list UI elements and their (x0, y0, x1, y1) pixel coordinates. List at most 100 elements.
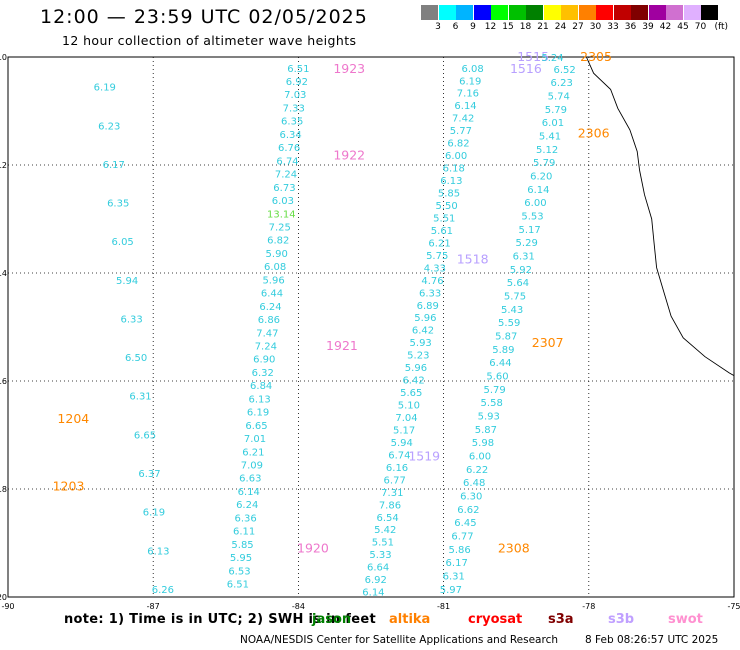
scale-label: 42 (659, 22, 672, 32)
wave-height-value: 6.19 (143, 508, 165, 519)
pass-number-label: 1203 (53, 478, 85, 493)
wave-height-value: 6.36 (235, 513, 257, 524)
scale-swatch (456, 5, 473, 20)
wave-height-value: 7.03 (284, 90, 306, 101)
pass-number-label: 1923 (333, 61, 365, 76)
wave-height-value: 5.94 (391, 438, 413, 449)
scale-swatch (701, 5, 718, 20)
wave-height-value: 5.95 (230, 553, 252, 564)
pass-number-label: 2306 (578, 126, 610, 141)
scale-swatch (526, 5, 543, 20)
scale-label: 21 (537, 22, 549, 32)
wave-height-value: 6.16 (386, 463, 408, 474)
wave-height-value: 7.24 (255, 341, 277, 352)
wave-height-value: 5.64 (507, 278, 529, 289)
wave-height-value: 5.94 (116, 276, 138, 287)
wave-height-value: 5.33 (369, 550, 391, 561)
wave-height-value: 6.19 (459, 76, 481, 87)
wave-height-value: 5.75 (504, 292, 526, 303)
wave-height-value: 6.92 (286, 77, 308, 88)
wave-height-value: 5.51 (433, 213, 455, 224)
wave-height-value: 6.44 (261, 289, 283, 300)
scale-label: 12 (484, 22, 497, 32)
wave-height-value: 7.04 (395, 413, 417, 424)
pass-number-label: 1921 (326, 338, 358, 353)
satellite-legend-s3b: s3b (608, 612, 635, 627)
wave-height-value: 6.24 (259, 302, 281, 313)
wave-height-value: 6.65 (134, 430, 156, 441)
wave-height-value: 5.96 (262, 275, 284, 286)
wave-height-value: 6.03 (272, 196, 294, 207)
wave-height-value: 5.43 (501, 305, 523, 316)
wave-height-value: 6.19 (247, 408, 269, 419)
wave-height-value: 5.93 (410, 338, 432, 349)
wave-height-value: 5.93 (478, 412, 500, 423)
lat-tick-label: 20 (0, 593, 7, 602)
scale-swatch (631, 5, 648, 20)
wave-height-value: 5.79 (533, 158, 555, 169)
wave-height-value: 6.44 (489, 358, 511, 369)
scale-label: 39 (642, 22, 654, 32)
satellite-legend-cryosat: cryosat (468, 612, 523, 627)
wave-height-value: 5.23 (407, 351, 429, 362)
wave-height-value: 6.63 (239, 474, 261, 485)
wave-height-value: 5.41 (539, 132, 561, 143)
wave-height-value: 5.24 (541, 53, 563, 64)
wave-height-value: 6.32 (252, 368, 274, 379)
wave-height-value: 7.09 (241, 460, 263, 471)
wave-height-value: 6.00 (524, 198, 546, 209)
wave-height-value: 6.18 (443, 164, 465, 175)
scale-swatch (578, 5, 596, 20)
wave-height-value: 6.52 (553, 65, 575, 76)
wave-height-value: 5.77 (450, 126, 472, 137)
wave-height-value: 6.65 (245, 421, 267, 432)
wave-height-value: 6.08 (264, 262, 286, 273)
lon-tick-label: -75 (727, 602, 740, 611)
wave-height-value: 13.14 (267, 209, 296, 220)
wave-height-value: 5.65 (400, 388, 422, 399)
wave-height-value: 6.37 (138, 469, 160, 480)
wave-height-value: 6.84 (250, 381, 272, 392)
wave-height-value: 6.89 (417, 301, 439, 312)
wave-height-value: 5.85 (231, 540, 253, 551)
wave-height-value: 6.13 (248, 394, 270, 405)
wave-height-value: 6.51 (287, 64, 309, 75)
wave-height-value: 6.74 (276, 156, 298, 167)
coastline (585, 56, 735, 376)
scale-label: 3 (435, 22, 441, 32)
note-text: note: 1) Time is in UTC; 2) SWH is in fe… (64, 612, 376, 627)
pass-number-label: 2305 (580, 49, 612, 64)
wave-height-value: 6.31 (443, 572, 465, 583)
wave-height-value: 5.85 (438, 189, 460, 200)
lat-tick-label: 10 (0, 53, 7, 62)
wave-height-value: 5.98 (472, 438, 494, 449)
lon-tick-label: -84 (292, 602, 305, 611)
wave-height-value: 6.64 (367, 563, 389, 574)
wave-height-value: 6.01 (542, 118, 564, 129)
wave-height-value: 6.00 (445, 151, 467, 162)
wave-height-value: 6.51 (227, 580, 249, 591)
wave-height-value: 5.87 (495, 332, 517, 343)
wave-height-value: 6.05 (112, 237, 134, 248)
wave-height-value: 6.17 (103, 160, 125, 171)
wave-height-value: 6.35 (107, 199, 129, 210)
wave-height-value: 6.82 (267, 236, 289, 247)
wave-height-value: 6.34 (280, 130, 302, 141)
wave-height-value: 6.17 (446, 558, 468, 569)
wave-height-value: 7.16 (457, 89, 479, 100)
wave-height-value: 7.42 (452, 114, 474, 125)
footer-timestamp: 8 Feb 08:26:57 UTC 2025 (585, 634, 719, 646)
wave-height-value: 6.19 (94, 83, 116, 94)
satellite-legend-s3a: s3a (548, 612, 574, 627)
wave-height-value: 6.92 (365, 575, 387, 586)
wave-height-value: 6.26 (152, 585, 174, 596)
pass-number-label: 2307 (532, 335, 564, 350)
wave-height-value: 7.01 (244, 434, 266, 445)
wave-height-value: 6.00 (469, 452, 491, 463)
wave-height-value: 6.62 (457, 505, 479, 516)
scale-label: 45 (677, 22, 689, 32)
scale-label: 6 (452, 22, 459, 32)
map-frame (7, 56, 735, 598)
scale-swatch (613, 5, 631, 20)
